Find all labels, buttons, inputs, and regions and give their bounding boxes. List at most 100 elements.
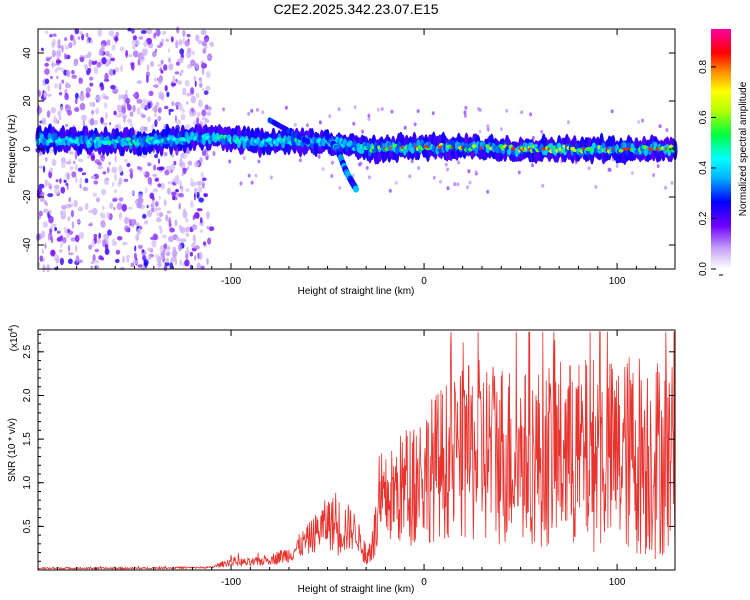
noise-speckle (182, 37, 185, 45)
noise-speckle (79, 93, 85, 101)
noise-speckle (179, 157, 183, 166)
noise-speckle (51, 249, 55, 256)
noise-speckle (98, 232, 101, 239)
noise-speckle (124, 158, 128, 163)
noise-speckle (142, 213, 147, 219)
y-tick-label: 2.5 (22, 344, 33, 358)
track-body (474, 147, 479, 155)
noise-speckle (69, 165, 74, 171)
noise-speckle (115, 258, 120, 264)
noise-speckle (77, 36, 81, 40)
noise-speckle (130, 262, 135, 267)
noise-speckle (101, 57, 107, 65)
snr-y-ticks: 0.5 1.0 1.5 2.0 2.5 (22, 333, 675, 562)
noise-speckle (168, 216, 172, 225)
noise-speckle (79, 56, 85, 63)
noise-speckle (157, 115, 162, 122)
noise-speckle (56, 49, 62, 57)
noise-speckle (179, 72, 182, 77)
noise-speckle (95, 174, 100, 179)
noise-speckle (181, 238, 187, 243)
noise-speckle (194, 161, 200, 168)
noise-speckle (127, 118, 132, 124)
noise-speckle (157, 207, 161, 211)
noise-speckle (101, 188, 107, 196)
noise-speckle (74, 234, 80, 243)
noise-speckle (318, 120, 322, 125)
noise-speckle (47, 193, 54, 198)
noise-speckle (157, 107, 162, 114)
noise-speckle (143, 171, 146, 176)
noise-speckle (74, 163, 78, 171)
noise-speckle (54, 227, 57, 232)
noise-speckle (140, 30, 147, 34)
noise-speckle (124, 216, 129, 225)
noise-speckle (190, 95, 196, 104)
noise-speckle (87, 52, 91, 59)
noise-speckle (136, 98, 143, 104)
noise-speckle (164, 105, 169, 110)
noise-speckle (196, 191, 200, 199)
noise-speckle (67, 244, 70, 253)
noise-speckle (93, 119, 99, 125)
noise-speckle (176, 105, 179, 110)
noise-speckle (68, 42, 73, 49)
noise-speckle (37, 89, 41, 97)
noise-speckle (36, 106, 43, 114)
noise-speckle (79, 31, 83, 35)
noise-speckle (41, 117, 47, 125)
noise-speckle (68, 159, 71, 163)
noise-speckle (61, 45, 64, 53)
noise-speckle (446, 186, 450, 191)
noise-speckle (158, 225, 162, 230)
noise-speckle (113, 198, 117, 202)
noise-speckle (125, 227, 130, 233)
noise-speckle (111, 238, 116, 246)
noise-speckle (137, 197, 144, 204)
noise-speckle (200, 172, 204, 178)
noise-speckle (59, 249, 63, 253)
noise-speckle (154, 177, 160, 182)
noise-speckle (147, 247, 152, 252)
noise-speckle (466, 185, 469, 190)
snr-y-axis-label: SNR (10 * v/v) (7, 418, 18, 482)
noise-speckle (164, 85, 168, 92)
noise-speckle (178, 192, 185, 198)
noise-speckle (106, 211, 110, 220)
noise-speckle (250, 108, 254, 113)
noise-speckle (106, 39, 111, 47)
noise-speckle (184, 188, 191, 193)
noise-speckle (141, 249, 145, 253)
noise-speckle (202, 48, 207, 54)
noise-speckle (114, 154, 117, 163)
noise-speckle (110, 57, 116, 62)
noise-speckle (136, 227, 142, 236)
noise-speckle (71, 74, 77, 79)
noise-speckle (134, 39, 141, 46)
noise-speckle (368, 175, 371, 180)
noise-speckle (166, 91, 170, 98)
noise-speckle (90, 117, 95, 126)
colorbar-ticks: 0.0 0.2 0.4 0.6 0.8 (698, 60, 723, 276)
noise-speckle (81, 114, 87, 122)
noise-speckle (84, 203, 89, 210)
noise-speckle (199, 157, 203, 164)
noise-speckle (155, 207, 158, 212)
noise-speckle (98, 48, 104, 57)
noise-speckle (137, 55, 143, 59)
noise-speckle (222, 107, 225, 112)
noise-speckle (520, 110, 524, 115)
noise-speckle (59, 257, 64, 266)
noise-speckle (321, 167, 325, 172)
noise-speckle (49, 34, 53, 38)
noise-speckle (45, 202, 48, 206)
noise-speckle (169, 227, 175, 233)
noise-speckle (610, 109, 614, 114)
noise-speckle (76, 219, 81, 224)
noise-speckle (468, 180, 472, 185)
noise-speckle (108, 30, 115, 37)
noise-speckle (108, 213, 113, 221)
noise-speckle (174, 178, 179, 184)
noise-speckle (78, 231, 85, 239)
